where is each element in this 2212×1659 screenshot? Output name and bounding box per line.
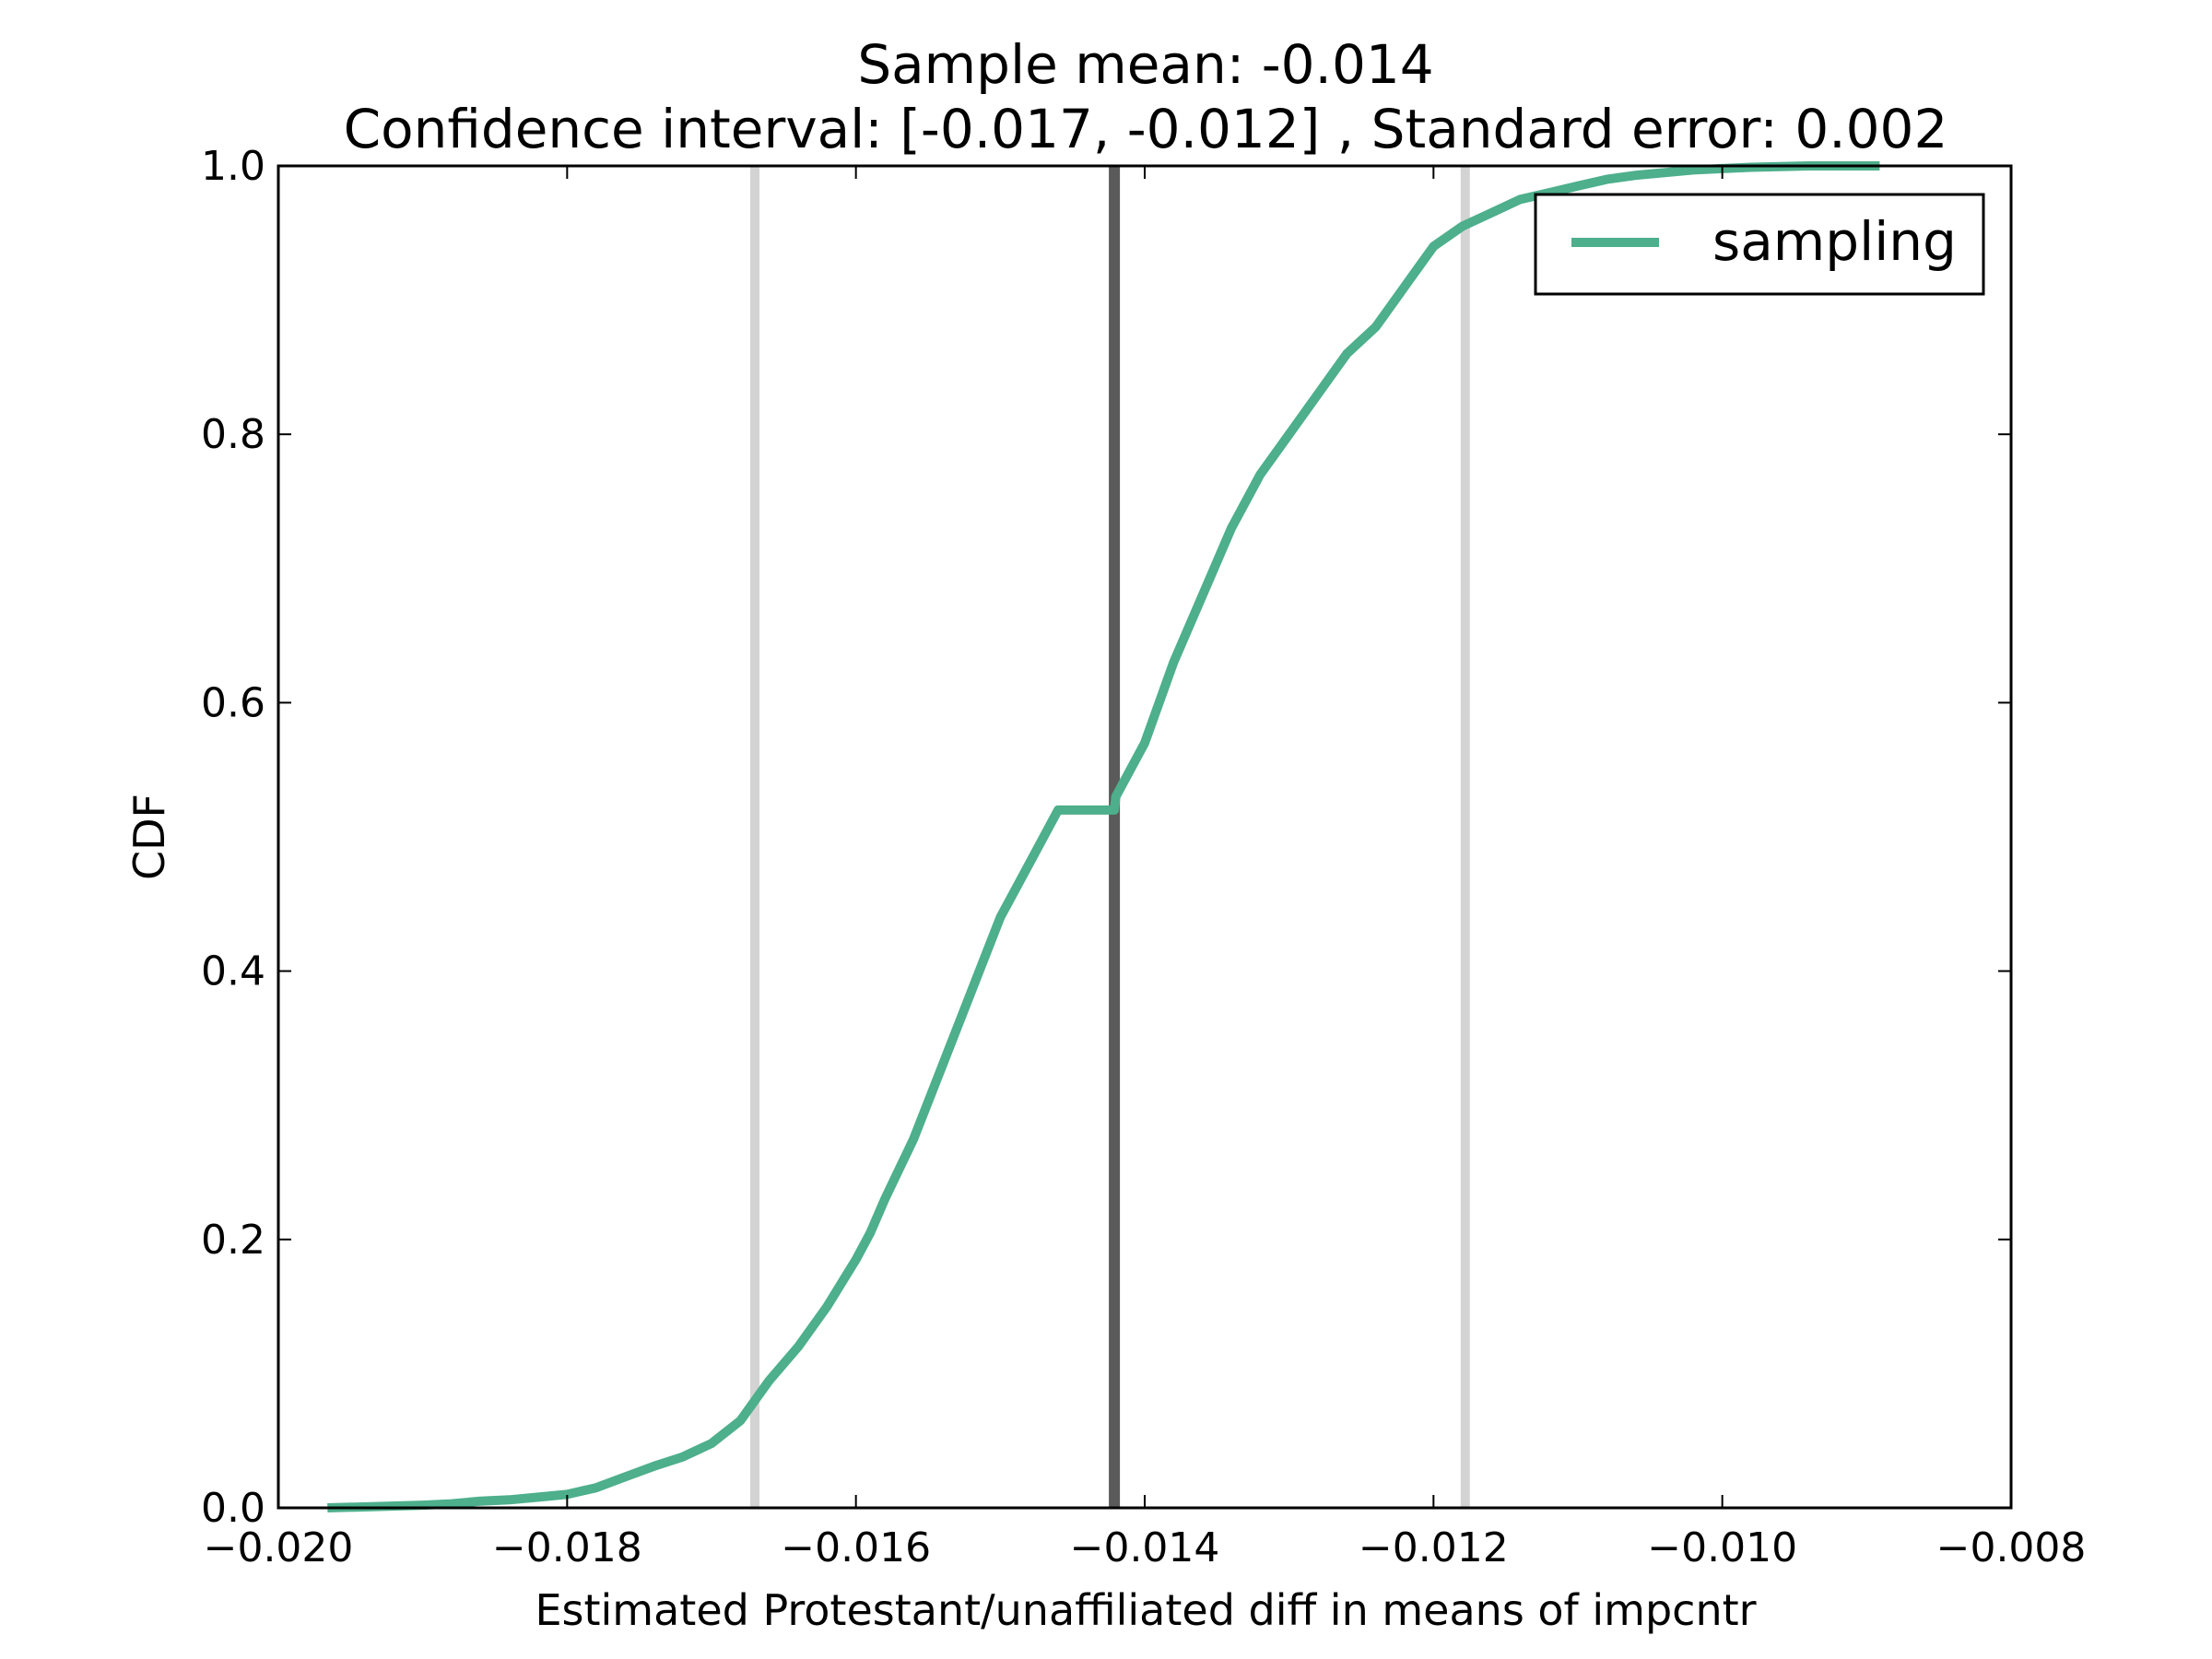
- y-tick-label: 0.2: [201, 1217, 265, 1264]
- x-axis-label: Estimated Protestant/unaffiliated diff i…: [535, 1585, 1756, 1635]
- y-tick-label: 0.6: [201, 679, 265, 726]
- series-line-sampling: [327, 161, 1880, 1512]
- y-axis: 0.0 0.2 0.4 0.6 0.8 1.0: [201, 143, 2011, 1532]
- x-tick-label: −0.020: [204, 1524, 354, 1571]
- y-axis-label: CDF: [124, 794, 174, 880]
- x-tick-label: −0.012: [1359, 1524, 1509, 1571]
- x-tick-label: −0.018: [492, 1524, 642, 1571]
- x-tick-label: −0.016: [781, 1524, 931, 1571]
- x-axis: −0.020 −0.018 −0.016 −0.014 −0.012 −0.010 −0.0…: [204, 166, 2087, 1571]
- legend: sampling: [1534, 193, 1985, 296]
- x-tick-label: −0.014: [1070, 1524, 1220, 1571]
- y-tick-label: 0.0: [201, 1485, 265, 1532]
- chart-title: Sample mean: -0.014: [857, 33, 1433, 96]
- legend-label-sampling: sampling: [1712, 210, 1957, 273]
- chart-subtitle: Confidence interval: [-0.017, -0.012] , …: [344, 98, 1948, 160]
- plot-area: [327, 161, 1880, 1512]
- x-tick-label: −0.010: [1647, 1524, 1797, 1571]
- y-tick-label: 0.4: [201, 948, 265, 995]
- y-tick-label: 0.8: [201, 411, 265, 458]
- axes-frame: [276, 164, 2013, 1510]
- y-tick-label: 1.0: [201, 143, 265, 190]
- x-tick-label: −0.008: [1936, 1524, 2087, 1571]
